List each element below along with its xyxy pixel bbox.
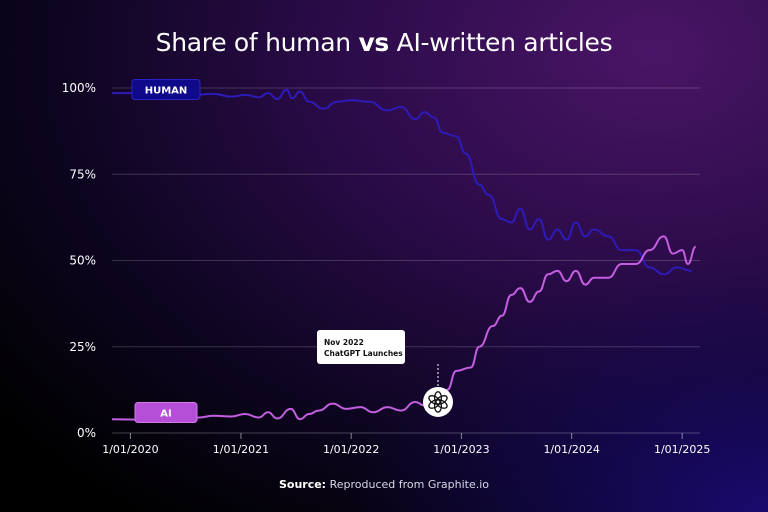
x-tick-label: 1/01/2021 <box>213 443 269 456</box>
x-tick-label: 1/01/2020 <box>102 443 158 456</box>
source-note: Source: Reproduced from Graphite.io <box>278 478 490 491</box>
series-label-human: HUMAN <box>145 86 188 97</box>
chart-title: Share of human vs AI-written articles <box>155 28 613 57</box>
series-lines <box>111 88 697 422</box>
x-tick-label: 1/01/2024 <box>543 443 599 456</box>
annotation: Nov 2022 ChatGPT Launches <box>317 330 453 417</box>
annotation-box <box>317 330 405 364</box>
series-line-ai <box>111 235 697 422</box>
annotation-line2: ChatGPT Launches <box>324 349 403 358</box>
openai-logo-badge <box>422 386 453 417</box>
y-axis-ticks: 0% 25% 50% 75% 100% <box>62 81 96 440</box>
y-tick-label: 100% <box>62 81 96 95</box>
y-tick-label: 75% <box>69 167 96 181</box>
y-tick-label: 25% <box>69 340 96 354</box>
series-line-human <box>112 88 692 276</box>
background-glow <box>348 252 768 512</box>
openai-logo-petal <box>428 395 441 405</box>
series-label-ai-bg <box>134 402 198 423</box>
x-tick-label: 1/01/2023 <box>433 443 489 456</box>
series-label-human-bg <box>131 79 201 100</box>
series-label-ai: AI <box>160 409 171 420</box>
openai-logo-icon <box>422 386 453 417</box>
annotation-line1: Nov 2022 <box>324 338 364 347</box>
x-tick-label: 1/01/2022 <box>323 443 379 456</box>
grid-lines <box>112 87 700 434</box>
y-tick-label: 50% <box>69 254 96 268</box>
series-labels: HUMAN AI <box>131 79 201 423</box>
x-axis-ticks: 1/01/2020 1/01/2021 1/01/2022 1/01/2023 1/01… <box>102 433 710 456</box>
y-tick-label: 0% <box>77 426 96 440</box>
x-tick-label: 1/01/2025 <box>654 443 710 456</box>
